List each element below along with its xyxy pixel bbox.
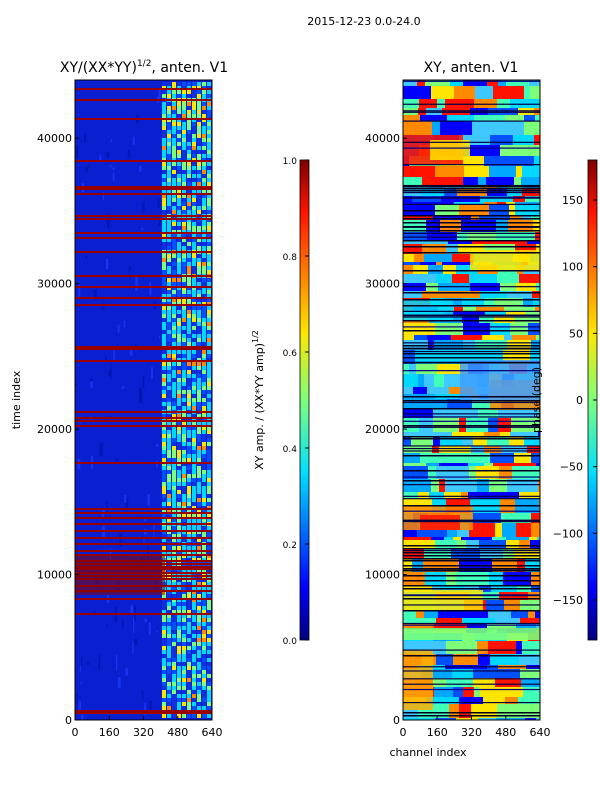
right-colorbar-tick-label: −100 [553,527,583,540]
left-heatmap [75,80,212,720]
left-ytick-label: 30000 [37,278,72,291]
left-ytick-label: 20000 [37,423,72,436]
left-xtick-label: 480 [167,726,188,739]
left-colorbar-tick-label: 0.0 [283,637,298,647]
right-chart-title: XY, anten. V1 [424,60,519,76]
right-colorbar-label: phase (deg) [530,367,543,433]
left-colorbar-label: XY amp. / (XX*YY amp)1/2 [251,330,266,470]
figure-suptitle: 2015-12-23 0.0-24.0 [307,15,420,28]
right-xtick-label: 320 [461,726,482,739]
right-x-axis-label: channel index [389,746,467,759]
right-xtick-label: 480 [495,726,516,739]
right-colorbar-tick-label: −150 [553,594,583,607]
left-xtick-label: 160 [99,726,120,739]
left-ytick-label: 0 [65,714,72,727]
left-colorbar-tick-label: 0.4 [283,445,298,455]
left-ytick-label: 10000 [37,569,72,582]
left-xtick-label: 320 [133,726,154,739]
right-colorbar-tick-label: −50 [560,461,583,474]
left-xtick-label: 0 [72,726,79,739]
right-ytick-label: 20000 [365,423,400,436]
right-xtick-label: 160 [427,726,448,739]
left-colorbar-tick-label: 0.6 [283,349,298,359]
left-colorbar [299,159,310,641]
left-colorbar-tick-label: 1.0 [283,157,298,167]
right-colorbar-tick-label: 0 [576,394,583,407]
right-colorbar-tick-label: 150 [562,194,583,207]
right-ytick-label: 0 [393,714,400,727]
left-ytick-label: 40000 [37,132,72,145]
left-y-axis-label: time index [10,370,23,429]
right-xtick-label: 0 [400,726,407,739]
right-ytick-label: 40000 [365,132,400,145]
right-xtick-label: 640 [530,726,551,739]
right-ytick-label: 30000 [365,278,400,291]
right-heatmap [403,80,540,720]
left-colorbar-tick-label: 0.8 [283,253,298,263]
left-colorbar-tick-label: 0.2 [283,541,297,551]
right-ytick-label: 10000 [365,569,400,582]
right-colorbar-tick-label: 100 [562,261,583,274]
left-chart-title: XY/(XX*YY)1/2, anten. V1 [60,59,228,76]
left-xtick-label: 640 [202,726,223,739]
right-colorbar-tick-label: 50 [569,327,583,340]
